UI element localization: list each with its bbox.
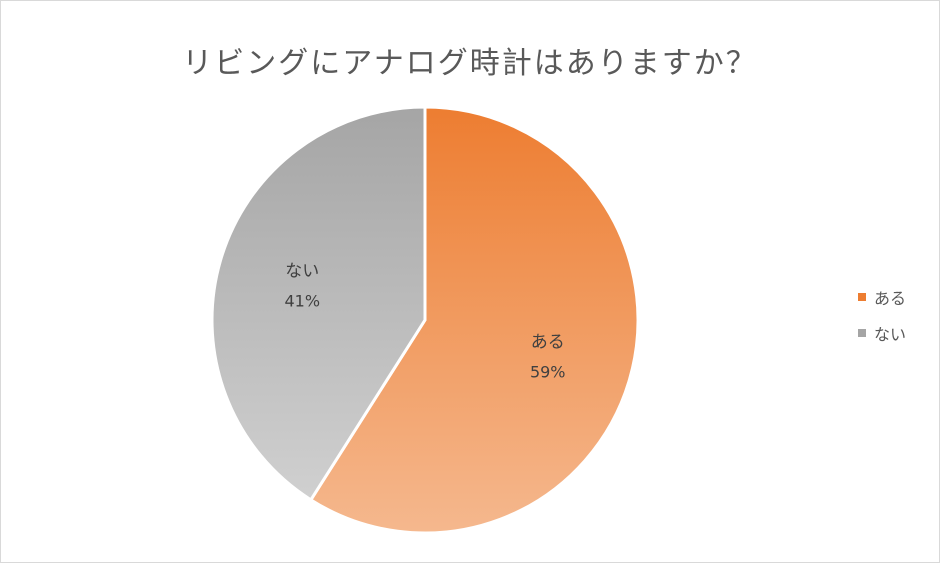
legend-label-aru: ある bbox=[874, 289, 907, 308]
legend: ある ない bbox=[858, 286, 906, 358]
legend-item-nai: ない bbox=[858, 322, 906, 344]
legend-item-aru: ある bbox=[858, 286, 906, 308]
legend-label-nai: ない bbox=[874, 325, 907, 344]
legend-swatch-nai bbox=[858, 329, 866, 337]
slice-category-label-aru: ある bbox=[531, 333, 565, 353]
pie-slice-aru bbox=[308, 105, 640, 535]
slice-value-label-nai: 41% bbox=[284, 291, 320, 310]
slice-category-label-nai: ない bbox=[285, 261, 319, 281]
pie-slice-nai bbox=[210, 105, 427, 502]
slice-value-label-aru: 59% bbox=[530, 363, 566, 382]
chart-title: リビングにアナログ時計はありますか？ bbox=[182, 46, 758, 81]
legend-swatch-aru bbox=[858, 293, 866, 301]
